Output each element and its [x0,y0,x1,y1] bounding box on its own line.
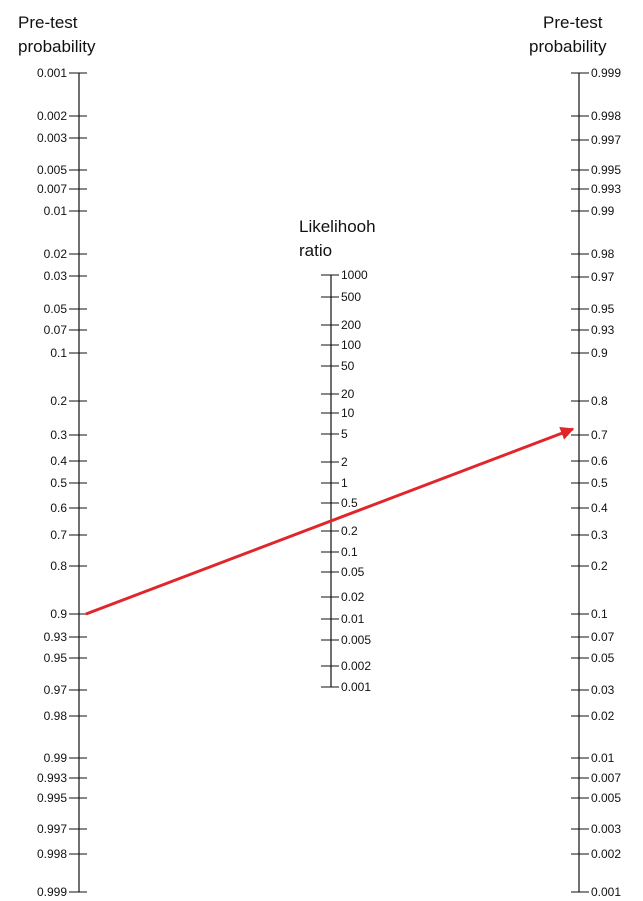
left-tick-label: 0.95 [44,651,68,665]
right-tick-label: 0.8 [591,394,608,408]
left-tick-label: 0.7 [50,528,67,542]
left-tick-label: 0.998 [37,847,67,861]
middle-tick-label: 20 [341,387,355,401]
middle-tick-label: 100 [341,338,361,352]
left-tick-label: 0.03 [44,269,68,283]
middle-tick-label: 10 [341,406,355,420]
right-title-line-1: Pre-test [543,13,603,32]
right-tick-label: 0.993 [591,182,621,196]
middle-tick-label: 0.2 [341,524,358,538]
left-title-line-1: Pre-test [18,13,78,32]
left-tick-label: 0.07 [44,323,68,337]
left-tick-label: 0.1 [50,346,67,360]
right-title-line-2: probability [529,37,607,56]
right-tick-label: 0.05 [591,651,615,665]
left-tick-label: 0.98 [44,709,68,723]
right-tick-label: 0.99 [591,204,615,218]
right-tick-label: 0.007 [591,771,621,785]
left-tick-label: 0.05 [44,302,68,316]
left-tick-label: 0.6 [50,501,67,515]
middle-tick-label: 0.5 [341,496,358,510]
left-tick-label: 0.4 [50,454,67,468]
right-tick-label: 0.93 [591,323,615,337]
left-tick-label: 0.99 [44,751,68,765]
middle-tick-label: 50 [341,359,355,373]
right-tick-label: 0.7 [591,428,608,442]
middle-tick-label: 0.05 [341,565,365,579]
right-tick-label: 0.01 [591,751,615,765]
middle-tick-label: 5 [341,427,348,441]
right-tick-label: 0.002 [591,847,621,861]
middle-tick-label: 500 [341,290,361,304]
right-tick-label: 0.2 [591,559,608,573]
left-tick-label: 0.93 [44,630,68,644]
left-tick-label: 0.02 [44,247,68,261]
left-tick-label: 0.999 [37,885,67,899]
middle-tick-label: 0.002 [341,659,371,673]
middle-tick-label: 1 [341,476,348,490]
left-tick-label: 0.002 [37,109,67,123]
right-tick-label: 0.07 [591,630,615,644]
left-tick-label: 0.997 [37,822,67,836]
right-tick-label: 0.4 [591,501,608,515]
middle-tick-label: 2 [341,455,348,469]
right-tick-label: 0.001 [591,885,621,899]
red-arrow [85,427,575,616]
left-tick-label: 0.001 [37,66,67,80]
middle-title-line-1: Likelihooh [299,217,376,236]
right-tick-label: 0.95 [591,302,615,316]
right-tick-label: 0.995 [591,163,621,177]
middle-tick-label: 200 [341,318,361,332]
right-tick-label: 0.02 [591,709,615,723]
ticks-layer: 0.001 0.002 0.003 0.005 0.007 0.01 0.02 0.03 0.0… [37,66,621,899]
middle-tick-label: 0.001 [341,680,371,694]
right-tick-label: 0.03 [591,683,615,697]
middle-tick-label: 1000 [341,268,368,282]
right-tick-label: 0.9 [591,346,608,360]
middle-tick-label: 0.01 [341,612,365,626]
left-tick-label: 0.5 [50,476,67,490]
right-tick-label: 0.3 [591,528,608,542]
left-tick-label: 0.3 [50,428,67,442]
right-tick-label: 0.5 [591,476,608,490]
left-title-line-2: probability [18,37,96,56]
left-tick-label: 0.9 [50,607,67,621]
left-tick-label: 0.003 [37,131,67,145]
right-tick-label: 0.005 [591,791,621,805]
middle-tick-label: 0.005 [341,633,371,647]
left-tick-label: 0.01 [44,204,68,218]
left-tick-label: 0.995 [37,791,67,805]
middle-title-line-2: ratio [299,241,332,260]
right-tick-label: 0.997 [591,133,621,147]
right-tick-label: 0.6 [591,454,608,468]
right-tick-label: 0.003 [591,822,621,836]
right-tick-label: 0.1 [591,607,608,621]
right-tick-label: 0.998 [591,109,621,123]
right-tick-label: 0.98 [591,247,615,261]
left-tick-label: 0.2 [50,394,67,408]
left-tick-label: 0.993 [37,771,67,785]
left-tick-label: 0.97 [44,683,68,697]
right-tick-label: 0.999 [591,66,621,80]
left-tick-label: 0.005 [37,163,67,177]
middle-tick-label: 0.02 [341,590,365,604]
left-tick-label: 0.007 [37,182,67,196]
left-tick-label: 0.8 [50,559,67,573]
middle-tick-label: 0.1 [341,545,358,559]
right-tick-label: 0.97 [591,270,615,284]
